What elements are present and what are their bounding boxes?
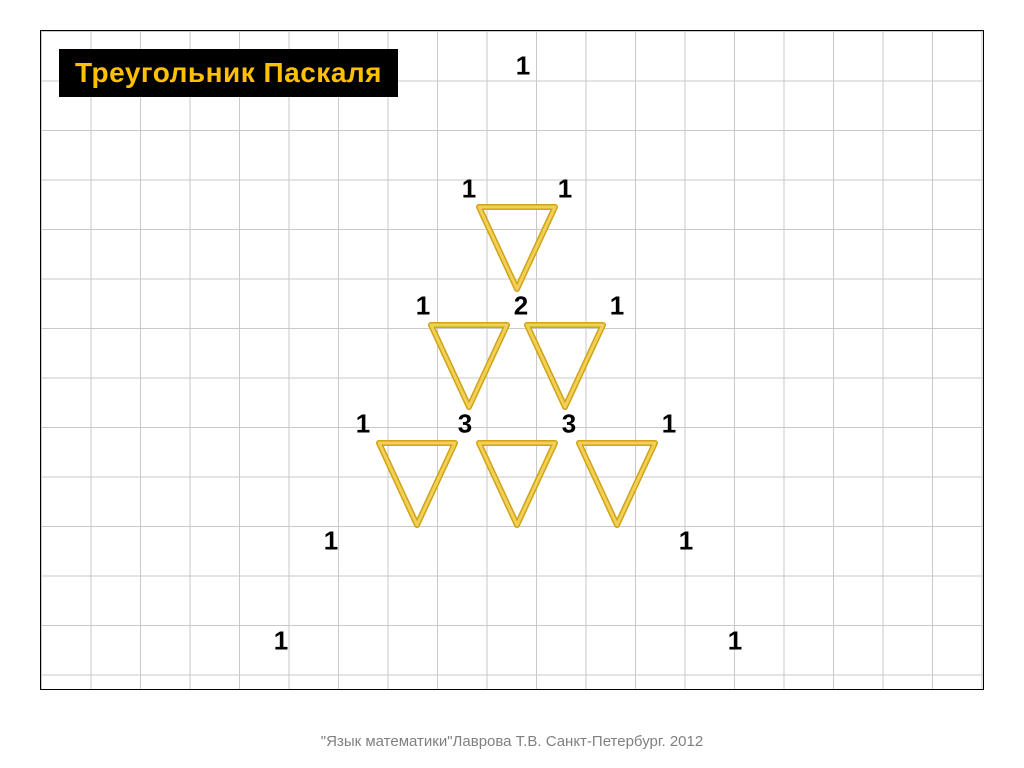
down-triangle-icon	[475, 203, 559, 293]
pascal-number: 1	[462, 174, 476, 205]
pascal-number: 1	[274, 626, 288, 657]
grid-paper: Треугольник Паскаля 1 1 1 1 2 1 1 3 3 1 1 1 1 1	[40, 30, 984, 690]
pascal-number: 3	[562, 409, 576, 440]
pascal-number: 1	[516, 51, 530, 82]
down-triangle-icon	[523, 321, 607, 411]
pascal-number: 2	[514, 291, 528, 322]
pascal-number: 1	[356, 409, 370, 440]
down-triangle-icon	[575, 439, 659, 529]
pascal-number: 1	[610, 291, 624, 322]
pascal-number: 1	[728, 626, 742, 657]
footer-caption: "Язык математики"Лаврова Т.В. Санкт-Пете…	[0, 733, 1024, 750]
down-triangle-icon	[475, 439, 559, 529]
down-triangle-icon	[375, 439, 459, 529]
down-triangle-icon	[427, 321, 511, 411]
title-box: Треугольник Паскаля	[59, 49, 398, 97]
pascal-number: 1	[662, 409, 676, 440]
pascal-number: 3	[458, 409, 472, 440]
title-text: Треугольник Паскаля	[75, 57, 382, 88]
pascal-number: 1	[324, 526, 338, 557]
pascal-number: 1	[416, 291, 430, 322]
pascal-number: 1	[558, 174, 572, 205]
pascal-number: 1	[679, 526, 693, 557]
